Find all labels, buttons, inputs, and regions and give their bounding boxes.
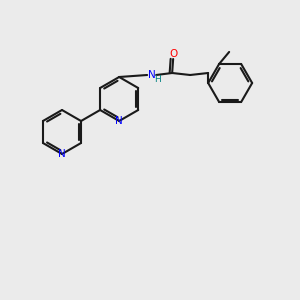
Text: N: N xyxy=(148,70,156,80)
Text: H: H xyxy=(154,74,160,83)
Text: O: O xyxy=(169,49,177,59)
Text: N: N xyxy=(58,149,66,159)
Text: N: N xyxy=(115,116,123,126)
